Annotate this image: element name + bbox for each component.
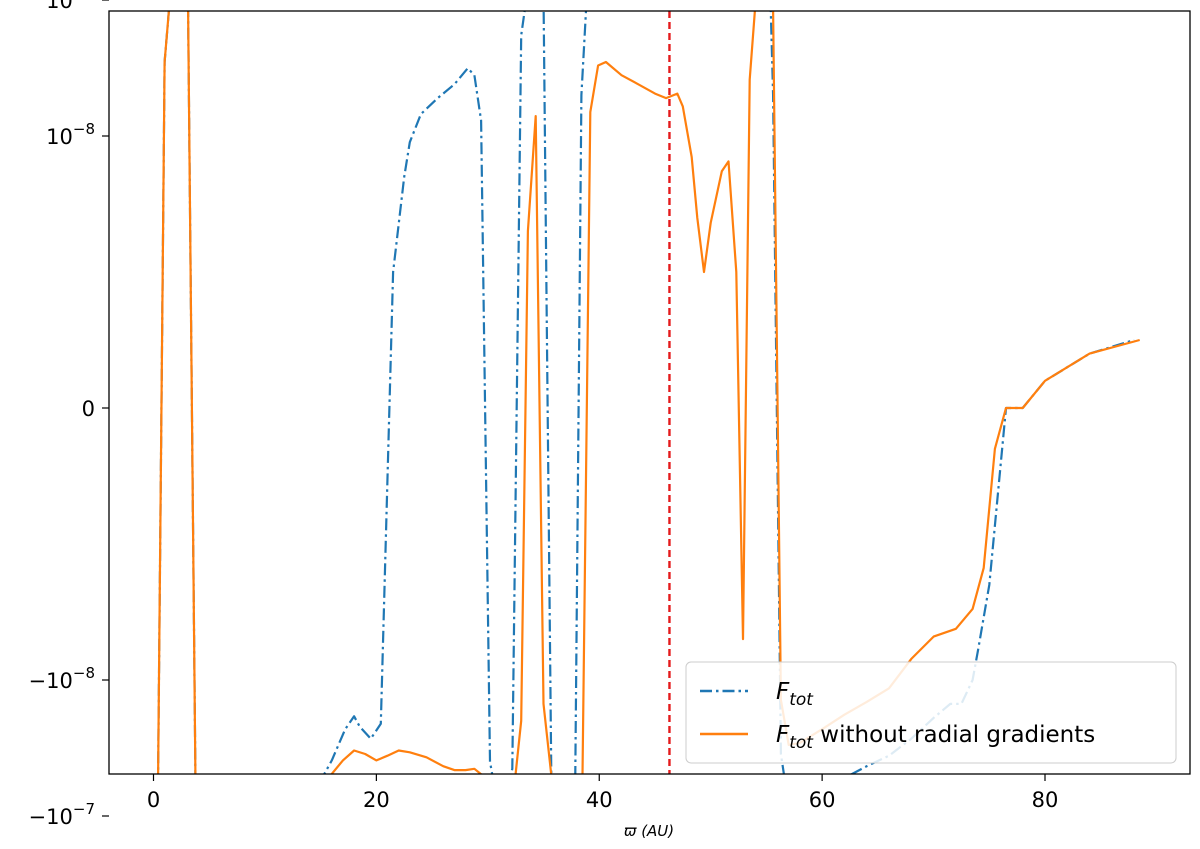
plot-frame [108,10,1191,775]
legend: Ftot Ftot without radial gradients [685,661,1177,764]
y-tick-label: 10−8 [46,120,95,149]
y-ticks: 10−7 10−8 0 −10−8 −10−7 [29,0,109,829]
legend-box [685,661,1177,764]
y-tick-label: −10−7 [29,800,95,829]
x-axis-label: ϖ (AU) [624,822,674,840]
legend-label-2: Ftot without radial gradients [776,722,1095,753]
y-tick-label: −10−8 [29,664,95,693]
x-tick-label: 60 [809,788,836,812]
x-tick-label: 40 [586,788,613,812]
x-ticks: 0 20 40 60 80 [147,774,1059,812]
legend-label-1: Ftot [776,679,814,710]
y-tick-label: 10−7 [46,0,95,13]
y-tick-label: 0 [82,397,95,421]
x-tick-label: 80 [1032,788,1059,812]
x-tick-label: 0 [147,788,160,812]
x-tick-label: 20 [363,788,390,812]
